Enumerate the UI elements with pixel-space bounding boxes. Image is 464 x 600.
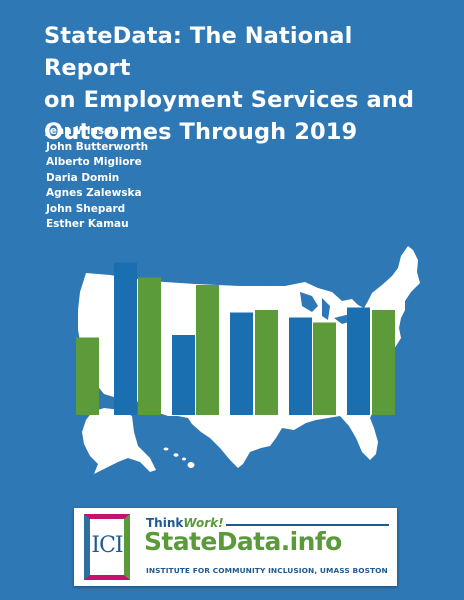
statedata-wordmark: StateData.info [144, 527, 342, 556]
logo-divider [226, 524, 389, 526]
bar-green [372, 310, 395, 415]
bar-green [255, 310, 278, 415]
title-line: on Employment Services and [44, 87, 415, 113]
ici-logo-icon: ICI [84, 514, 130, 580]
bar-blue [230, 312, 253, 415]
title-line: Outcomes Through 2019 [44, 119, 358, 145]
institute-name: INSTITUTE FOR COMMUNITY INCLUSION, UMASS… [146, 566, 388, 575]
author-name: John Butterworth [46, 140, 149, 153]
bar-group [76, 262, 395, 415]
thinkwork-think: Think [146, 516, 184, 530]
author-name: Esther Kamau [46, 218, 129, 230]
author-name: Jean Winsor [46, 125, 117, 137]
bar-blue [114, 262, 137, 415]
ici-logo-text: ICI [91, 533, 123, 558]
author-list: Jean Winsor John Butterworth Alberto Mig… [46, 124, 148, 233]
report-title: StateData: The National Report on Employ… [44, 20, 444, 148]
author-name: Agnes Zalewska [46, 187, 142, 199]
bar-green [313, 322, 336, 415]
author-name: Alberto Migliore [46, 156, 142, 168]
bar-green [76, 337, 99, 415]
thinkwork-brand: ThinkWork! [146, 516, 224, 530]
alaska-shape [82, 408, 156, 474]
author-name: Daria Domin [46, 171, 120, 184]
bar-blue [172, 335, 195, 415]
bar-green [196, 285, 219, 415]
bar-blue [347, 307, 370, 415]
title-line: StateData: The National Report [44, 23, 353, 81]
bar-blue [289, 317, 312, 415]
statedata-logo: ICI ThinkWork! StateData.info INSTITUTE … [74, 508, 397, 586]
author-name: John Shepard [46, 202, 126, 215]
bar-green [138, 277, 161, 415]
thinkwork-work: Work! [183, 516, 224, 530]
